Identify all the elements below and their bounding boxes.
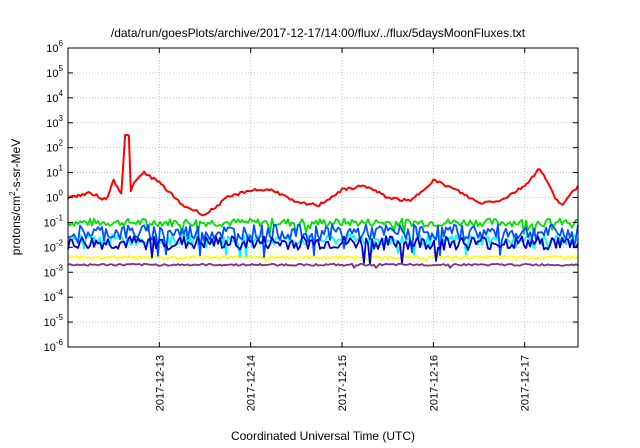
- series-line: [67, 133, 579, 217]
- y-tick-label: 104: [46, 89, 63, 105]
- y-tick-label: 10-6: [44, 338, 64, 354]
- x-tick-label: 2017-12-13: [154, 355, 166, 411]
- y-tick-label: 105: [46, 64, 63, 80]
- y-tick-label: 10-2: [44, 238, 64, 254]
- y-axis-label: protons/cm2-s-sr-MeV: [8, 139, 23, 255]
- x-axis: 2017-12-13 2017-12-14 2017-12-15 2017-12-16…: [154, 48, 532, 411]
- y-tick-label: 100: [46, 189, 63, 205]
- series-group: [67, 133, 579, 269]
- series-line: [67, 217, 579, 237]
- y-tick-label: 10-3: [44, 263, 64, 279]
- grid: [68, 48, 578, 347]
- x-tick-label: 2017-12-15: [337, 355, 349, 411]
- series-line: [67, 262, 579, 269]
- y-axis: 106 105 104 103 102 101 100 10-1 10-2 10-3 10-4 10-…: [44, 39, 578, 354]
- x-axis-label: Coordinated Universal Time (UTC): [231, 429, 415, 443]
- x-tick-label: 2017-12-14: [246, 355, 258, 411]
- series-line: [67, 223, 579, 258]
- y-tick-label: 10-5: [44, 313, 64, 329]
- series-line: [67, 255, 579, 262]
- y-tick-label: 101: [46, 164, 63, 180]
- y-tick-label: 10-1: [44, 213, 64, 229]
- y-tick-label: 10-4: [44, 288, 64, 304]
- y-tick-label: 103: [46, 114, 63, 130]
- y-tick-label: 106: [46, 39, 63, 55]
- chart-title: /data/run/goesPlots/archive/2017-12-17/1…: [111, 26, 526, 40]
- x-tick-label: 2017-12-16: [428, 355, 440, 411]
- series-line: [67, 235, 579, 266]
- x-tick-label: 2017-12-17: [520, 355, 532, 411]
- y-tick-label: 102: [46, 139, 63, 155]
